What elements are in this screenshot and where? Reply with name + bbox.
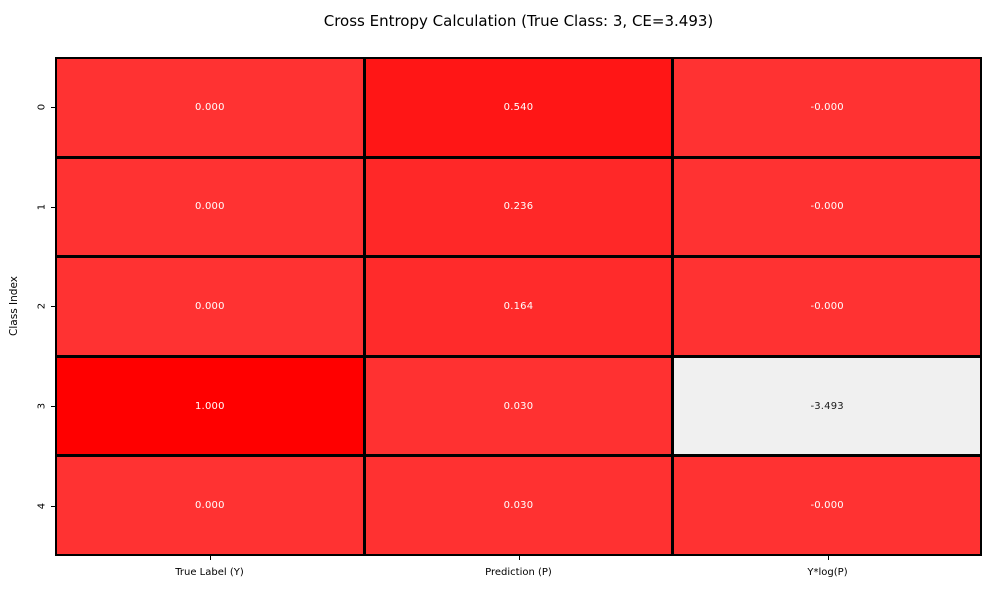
heatmap-cell-r4c1: 0.030 (365, 457, 672, 554)
heatmap-cell-r4c0: 0.000 (57, 457, 363, 554)
heatmap-cell-r1c0: 0.000 (57, 158, 363, 256)
x-tick-mark (518, 556, 520, 560)
x-tick-0: True Label (Y) (55, 556, 364, 592)
y-tick-1: 1 (19, 157, 55, 257)
y-tick-0: 0 (19, 57, 55, 157)
y-tick-mark (51, 206, 55, 208)
x-tick-mark (827, 556, 829, 560)
x-tick-mark (209, 556, 211, 560)
heatmap-cell-r1c2: -0.000 (674, 158, 980, 256)
heatmap-cell-r0c1: 0.540 (365, 59, 672, 156)
heatmap-cell-r3c2: -3.493 (674, 357, 980, 455)
y-tick-mark (51, 306, 55, 308)
y-tick-3: 3 (19, 356, 55, 456)
y-tick-label: 0 (36, 103, 48, 111)
heatmap-cell-r3c0: 1.000 (57, 357, 363, 455)
heatmap-cell-r1c1: 0.236 (365, 158, 672, 256)
heatmap-cell-r0c0: 0.000 (57, 59, 363, 156)
x-tick-label: Y*log(P) (807, 567, 848, 578)
y-tick-mark (51, 506, 55, 508)
y-tick-mark (51, 106, 55, 108)
x-tick-2: Y*log(P) (673, 556, 982, 592)
y-tick-mark (51, 406, 55, 408)
y-tick-2: 2 (19, 257, 55, 357)
heatmap-cell-r2c2: -0.000 (674, 258, 980, 355)
x-tick-label: True Label (Y) (175, 567, 244, 578)
heatmap-cell-r3c1: 0.030 (365, 357, 672, 455)
x-axis: True Label (Y) Prediction (P) Y*log(P) (55, 556, 982, 592)
y-tick-label: 4 (36, 502, 48, 510)
x-tick-1: Prediction (P) (364, 556, 673, 592)
x-tick-label: Prediction (P) (485, 567, 552, 578)
heatmap-cell-r0c2: -0.000 (674, 59, 980, 156)
y-tick-4: 4 (19, 456, 55, 556)
y-axis: 0 1 2 3 4 (19, 57, 55, 556)
heatmap-cell-r2c1: 0.164 (365, 258, 672, 355)
chart-title: Cross Entropy Calculation (True Class: 3… (323, 12, 714, 30)
heatmap-cell-r2c0: 0.000 (57, 258, 363, 355)
y-tick-label: 1 (36, 203, 48, 210)
y-tick-label: 2 (36, 303, 48, 310)
y-tick-label: 3 (36, 403, 48, 410)
heatmap-grid: 0.000 0.540 -0.000 0.000 0.236 -0.000 0.000 0.1… (55, 57, 982, 556)
heatmap-cell-r4c2: -0.000 (674, 457, 980, 554)
